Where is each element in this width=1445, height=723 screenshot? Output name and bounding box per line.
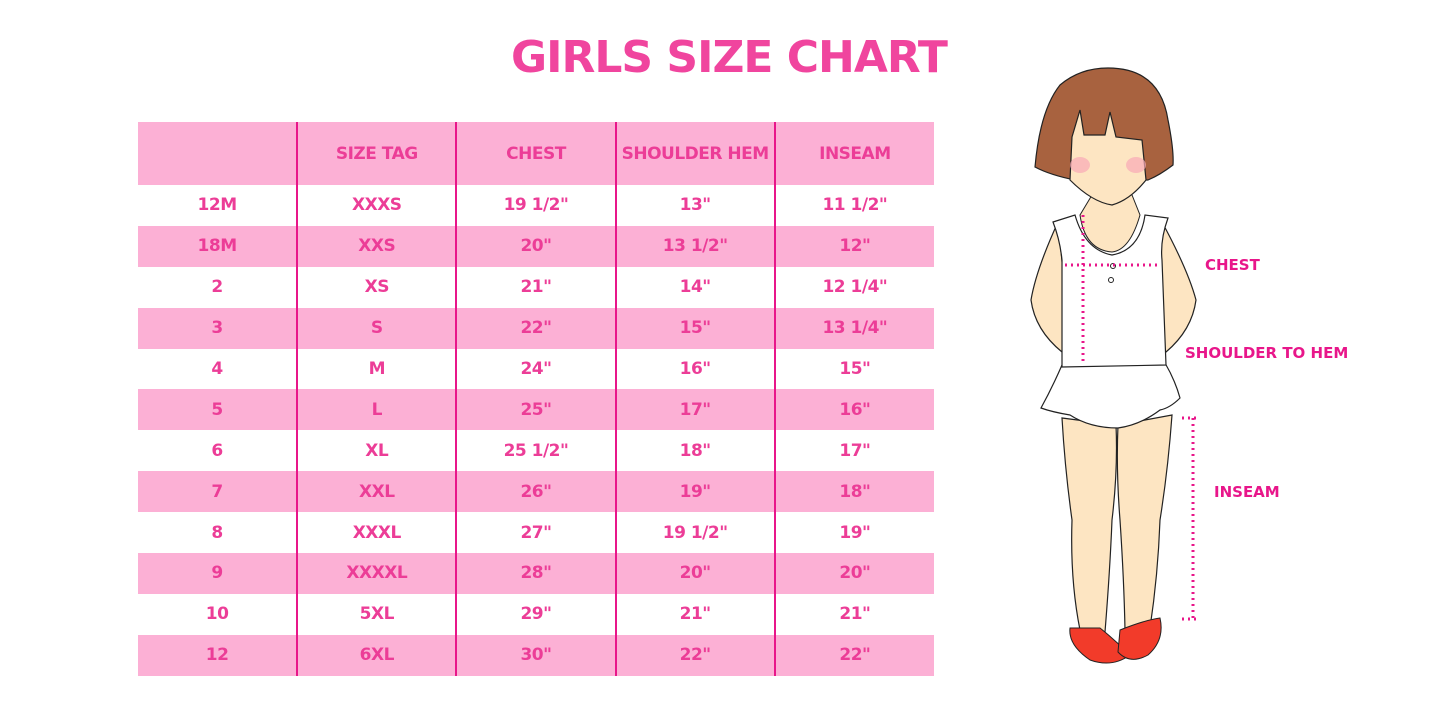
table-cell: 20" [773, 553, 934, 594]
left-shoe [1069, 627, 1131, 664]
neck [1079, 194, 1141, 253]
chest-label: CHEST [1205, 256, 1260, 274]
table-cell: XXS [296, 225, 457, 267]
table-cell: 27" [455, 512, 616, 554]
table-cell: 5 [138, 389, 298, 431]
table-cell: 19" [773, 512, 934, 554]
table-cell: 13 1/2" [614, 225, 775, 267]
table-cell: XL [296, 430, 457, 472]
table-cell: 18" [773, 471, 934, 513]
table-cell: 21" [773, 593, 934, 635]
left-leg [1061, 417, 1118, 633]
right-shoe [1117, 617, 1162, 660]
table-cell: 11 1/2" [773, 185, 934, 226]
table-cell: 6 [138, 430, 298, 472]
table-cell: 2 [138, 266, 298, 308]
table-row: 12M XXXS 19 1/2" 13" 11 1/2" [138, 185, 934, 226]
table-row: 4 M 24" 16" 15" [138, 348, 934, 390]
button-icon [1108, 277, 1114, 283]
left-cheek [1070, 157, 1090, 173]
table-cell: 22" [614, 634, 775, 676]
size-table: SIZE TAG CHEST SHOULDER HEM INSEAM 12M XX… [138, 122, 934, 676]
table-cell: 19" [614, 471, 775, 513]
table-cell: 17" [614, 389, 775, 431]
table-cell: 5XL [296, 593, 457, 635]
table-cell: 18M [138, 225, 298, 267]
table-row: 10 5XL 29" 21" 21" [138, 593, 934, 635]
table-cell: 18" [614, 430, 775, 472]
shoulder-to-hem-label: SHOULDER TO HEM [1185, 344, 1349, 362]
table-cell: 20" [455, 225, 616, 267]
table-row: 2 XS 21" 14" 12 1/4" [138, 266, 934, 308]
table-cell: 24" [455, 348, 616, 390]
table-cell: 19 1/2" [614, 512, 775, 554]
inseam-label: INSEAM [1214, 483, 1280, 501]
table-cell: 12" [773, 225, 934, 267]
table-cell: 14" [614, 266, 775, 308]
table-row: 7 XXL 26" 19" 18" [138, 471, 934, 513]
table-header-row: SIZE TAG CHEST SHOULDER HEM INSEAM [138, 122, 934, 185]
header-cell [138, 122, 298, 185]
table-row: 18M XXS 20" 13 1/2" 12" [138, 225, 934, 267]
table-cell: 12 1/4" [773, 266, 934, 308]
table-cell: 19 1/2" [455, 185, 616, 226]
header-cell: INSEAM [773, 122, 934, 185]
table-cell: 22" [773, 634, 934, 676]
table-cell: M [296, 348, 457, 390]
table-cell: 21" [455, 266, 616, 308]
header-cell: CHEST [455, 122, 616, 185]
table-row: 9 XXXXL 28" 20" 20" [138, 553, 934, 594]
table-row: 6 XL 25 1/2" 18" 17" [138, 430, 934, 472]
table-cell: 30" [455, 634, 616, 676]
table-cell: 9 [138, 553, 298, 594]
table-cell: 10 [138, 593, 298, 635]
table-cell: 12 [138, 634, 298, 676]
table-cell: 29" [455, 593, 616, 635]
table-cell: 28" [455, 553, 616, 594]
table-cell: XXXS [296, 185, 457, 226]
table-cell: 25 1/2" [455, 430, 616, 472]
table-cell: 15" [614, 307, 775, 349]
table-row: 3 S 22" 15" 13 1/4" [138, 307, 934, 349]
table-cell: 13" [614, 185, 775, 226]
face [1069, 109, 1147, 206]
right-arm [1157, 219, 1197, 353]
table-cell: 6XL [296, 634, 457, 676]
table-cell: 22" [455, 307, 616, 349]
table-cell: 13 1/4" [773, 307, 934, 349]
page-title: GIRLS SIZE CHART [511, 32, 948, 83]
right-cheek [1126, 157, 1146, 173]
table-cell: 25" [455, 389, 616, 431]
table-cell: 21" [614, 593, 775, 635]
table-cell: 4 [138, 348, 298, 390]
table-cell: 20" [614, 553, 775, 594]
table-cell: 17" [773, 430, 934, 472]
table-cell: S [296, 307, 457, 349]
table-cell: 7 [138, 471, 298, 513]
table-cell: XXXXL [296, 553, 457, 594]
table-cell: 8 [138, 512, 298, 554]
table-cell: 16" [614, 348, 775, 390]
table-cell: L [296, 389, 457, 431]
header-cell: SHOULDER HEM [614, 122, 775, 185]
table-cell: 16" [773, 389, 934, 431]
left-arm [1030, 219, 1071, 353]
table-cell: XXXL [296, 512, 457, 554]
table-row: 12 6XL 30" 22" 22" [138, 634, 934, 676]
table-cell: 12M [138, 185, 298, 226]
table-row: 8 XXXL 27" 19 1/2" 19" [138, 512, 934, 554]
table-row: 5 L 25" 17" 16" [138, 389, 934, 431]
table-cell: XS [296, 266, 457, 308]
table-cell: 15" [773, 348, 934, 390]
table-cell: XXL [296, 471, 457, 513]
skirt [1040, 362, 1181, 429]
table-cell: 3 [138, 307, 298, 349]
table-cell: 26" [455, 471, 616, 513]
right-leg [1116, 414, 1173, 631]
header-cell: SIZE TAG [296, 122, 457, 185]
